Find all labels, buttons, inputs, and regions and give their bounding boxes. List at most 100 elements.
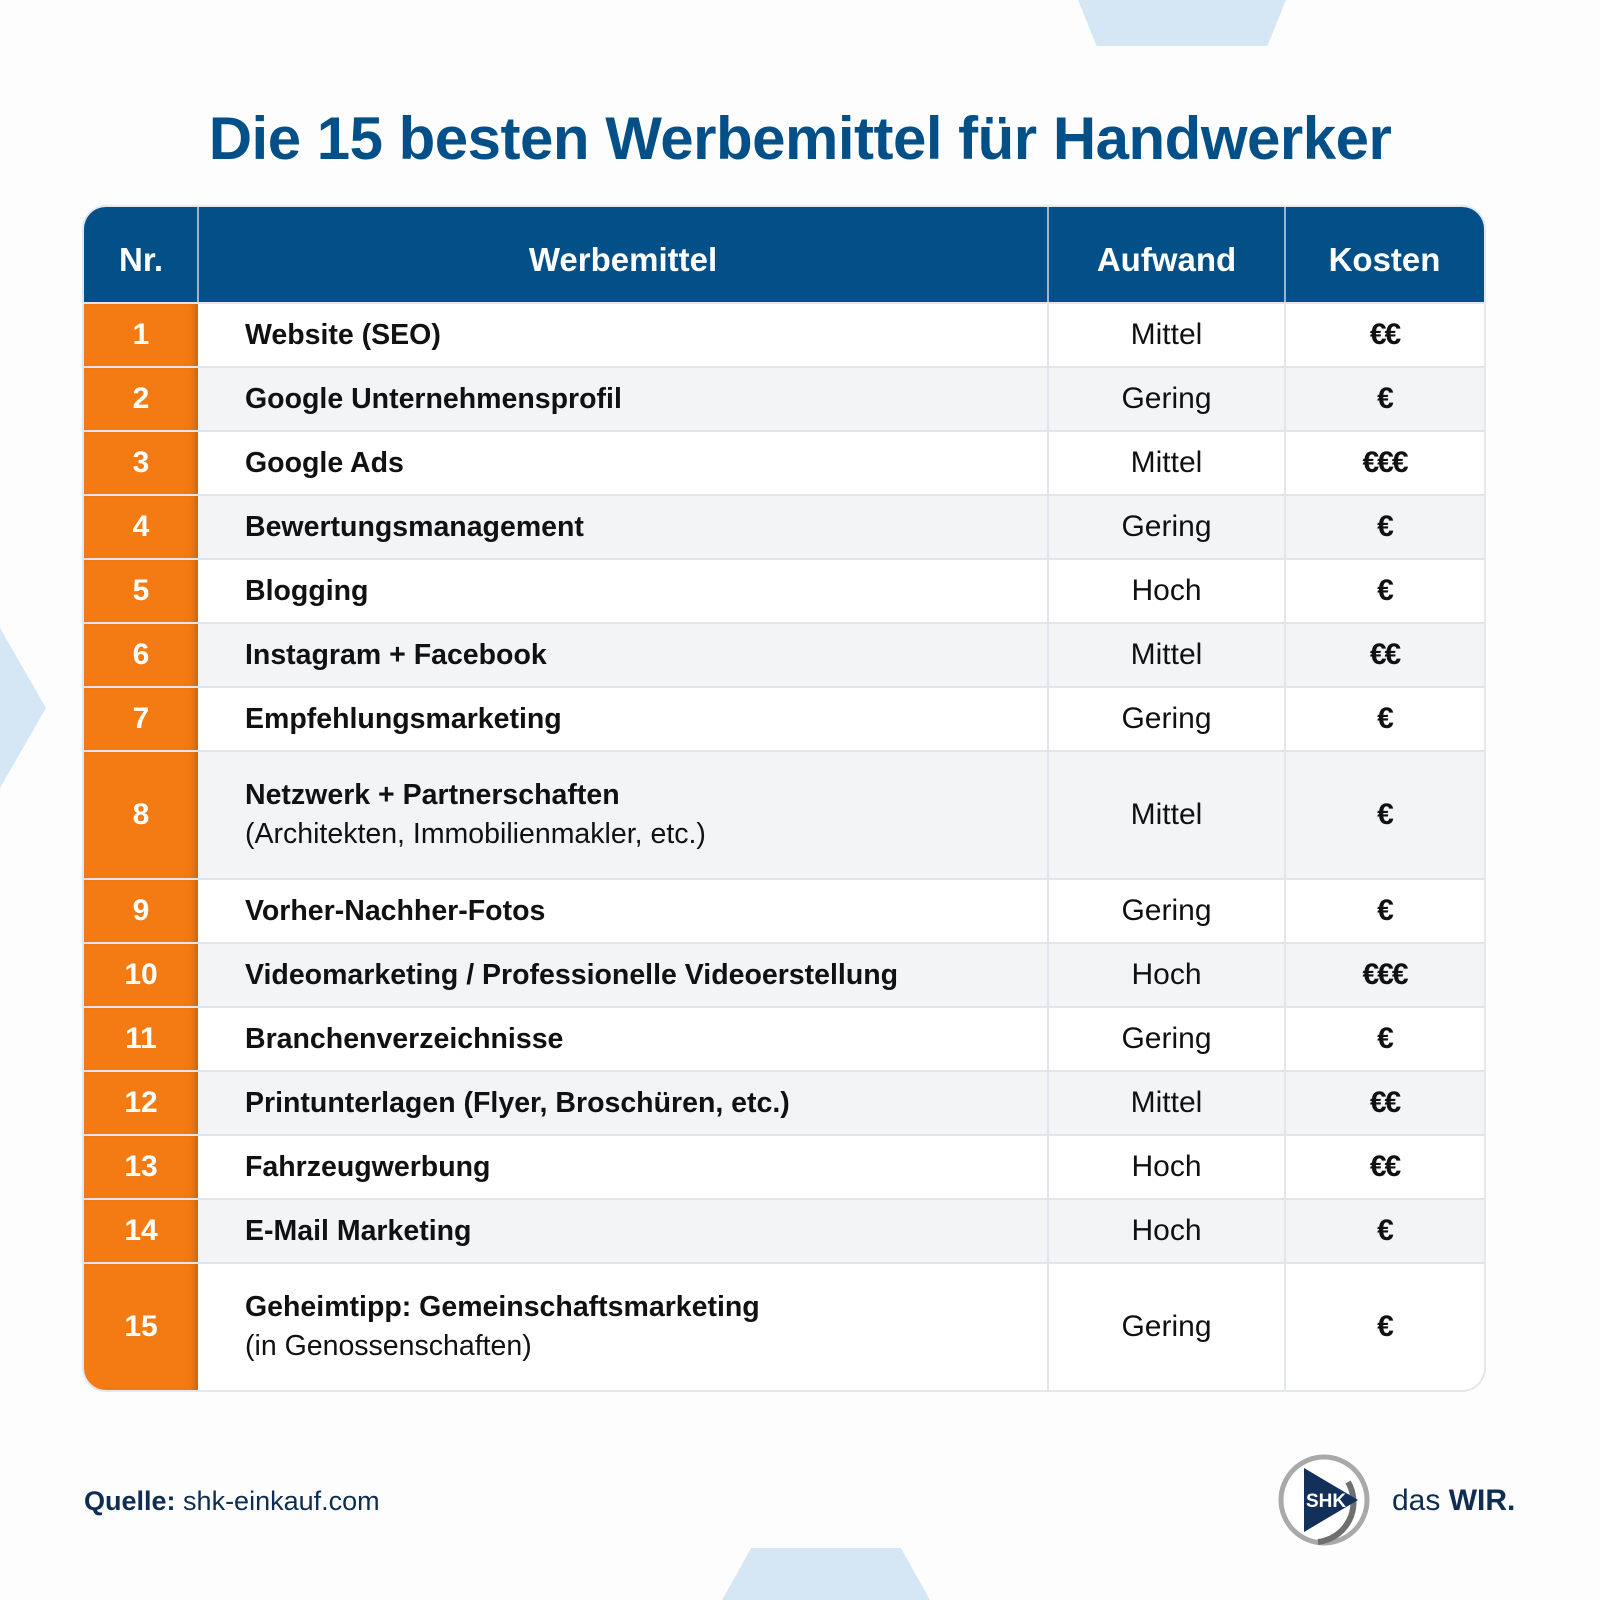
header-kosten: Kosten bbox=[1328, 241, 1441, 278]
kosten-cell: € bbox=[1377, 1214, 1394, 1247]
werbemittel-cell: Bewertungsmanagement bbox=[245, 496, 584, 558]
rank-number: 1 bbox=[84, 304, 198, 366]
table-row: 2 Google Unternehmensprofil Gering € bbox=[84, 366, 1484, 430]
aufwand-cell: Gering bbox=[1121, 1310, 1212, 1343]
rank-number: 7 bbox=[84, 688, 198, 750]
rank-number: 12 bbox=[84, 1072, 198, 1134]
table-row: 7 Empfehlungsmarketing Gering € bbox=[84, 686, 1484, 750]
kosten-cell: € bbox=[1377, 894, 1394, 927]
werbemittel-cell: Geheimtipp: Gemeinschaftsmarketing (in Ge… bbox=[245, 1264, 760, 1390]
kosten-cell: €€€ bbox=[1362, 958, 1408, 991]
column-divider bbox=[1284, 302, 1286, 1390]
werbemittel-detail: (in Genossenschaften) bbox=[245, 1330, 532, 1362]
werbemittel-cell: Empfehlungsmarketing bbox=[245, 688, 562, 750]
kosten-cell: € bbox=[1377, 510, 1394, 543]
werbemittel-name: Vorher-Nachher-Fotos bbox=[245, 894, 546, 927]
shk-logo-icon: SHK bbox=[1278, 1454, 1370, 1546]
werbemittel-name: Blogging bbox=[245, 574, 369, 607]
aufwand-cell: Hoch bbox=[1131, 958, 1202, 991]
logo-text-light: das bbox=[1392, 1484, 1441, 1517]
werbemittel-name: E-Mail Marketing bbox=[245, 1214, 472, 1247]
werbemittel-table: Nr. Werbemittel Aufwand Kosten 1 Website … bbox=[84, 207, 1484, 1390]
werbemittel-cell: Vorher-Nachher-Fotos bbox=[245, 880, 545, 942]
werbemittel-cell: Fahrzeugwerbung bbox=[245, 1136, 490, 1198]
werbemittel-name: Geheimtipp: Gemeinschaftsmarketing bbox=[245, 1291, 760, 1323]
table-row: 4 Bewertungsmanagement Gering € bbox=[84, 494, 1484, 558]
header-divider bbox=[1284, 207, 1286, 302]
header-divider bbox=[1047, 207, 1049, 302]
aufwand-cell: Mittel bbox=[1130, 638, 1203, 671]
rank-number: 9 bbox=[84, 880, 198, 942]
werbemittel-name: Instagram + Facebook bbox=[245, 638, 547, 671]
werbemittel-name: Printunterlagen (Flyer, Broschüren, etc.… bbox=[245, 1086, 790, 1119]
table-row: 3 Google Ads Mittel €€€ bbox=[84, 430, 1484, 494]
kosten-cell: € bbox=[1377, 1310, 1394, 1343]
aufwand-cell: Mittel bbox=[1130, 446, 1203, 479]
page-title: Die 15 besten Werbemittel für Handwerker bbox=[208, 105, 1392, 172]
table-row: 8 Netzwerk + Partnerschaften (Architekten,… bbox=[84, 750, 1484, 878]
werbemittel-name: Google Unternehmensprofil bbox=[245, 382, 622, 415]
rank-number: 5 bbox=[84, 560, 198, 622]
decorative-triangle-left bbox=[0, 628, 46, 788]
werbemittel-name: Website (SEO) bbox=[245, 318, 441, 351]
kosten-cell: € bbox=[1377, 382, 1394, 415]
rank-number: 2 bbox=[84, 368, 198, 430]
kosten-cell: € bbox=[1377, 574, 1394, 607]
aufwand-cell: Mittel bbox=[1130, 318, 1203, 351]
werbemittel-cell: Videomarketing / Professionelle Videoers… bbox=[245, 944, 898, 1006]
aufwand-cell: Gering bbox=[1121, 382, 1212, 415]
table-row: 15 Geheimtipp: Gemeinschaftsmarketing (in … bbox=[84, 1262, 1484, 1390]
werbemittel-name: Fahrzeugwerbung bbox=[245, 1150, 491, 1183]
aufwand-cell: Hoch bbox=[1131, 574, 1202, 607]
header-divider bbox=[197, 207, 199, 302]
aufwand-cell: Mittel bbox=[1130, 1086, 1203, 1119]
rank-number: 3 bbox=[84, 432, 198, 494]
werbemittel-name: Netzwerk + Partnerschaften bbox=[245, 779, 620, 811]
werbemittel-name: Branchenverzeichnisse bbox=[245, 1022, 564, 1055]
aufwand-cell: Gering bbox=[1121, 702, 1212, 735]
rank-number: 6 bbox=[84, 624, 198, 686]
logo-text-bold: WIR. bbox=[1448, 1484, 1516, 1517]
werbemittel-cell: Printunterlagen (Flyer, Broschüren, etc.… bbox=[245, 1072, 790, 1134]
kosten-cell: €€€ bbox=[1362, 446, 1408, 479]
table-row: 5 Blogging Hoch € bbox=[84, 558, 1484, 622]
column-divider bbox=[1047, 302, 1049, 1390]
kosten-cell: € bbox=[1377, 798, 1394, 831]
table-row: 13 Fahrzeugwerbung Hoch €€ bbox=[84, 1134, 1484, 1198]
werbemittel-cell: Netzwerk + Partnerschaften (Architekten, … bbox=[245, 752, 706, 878]
aufwand-cell: Hoch bbox=[1131, 1150, 1202, 1183]
werbemittel-name: Bewertungsmanagement bbox=[245, 510, 584, 543]
table-row: 6 Instagram + Facebook Mittel €€ bbox=[84, 622, 1484, 686]
aufwand-cell: Mittel bbox=[1130, 798, 1203, 831]
werbemittel-name: Google Ads bbox=[245, 446, 404, 479]
werbemittel-cell: Branchenverzeichnisse bbox=[245, 1008, 563, 1070]
table-row: 1 Website (SEO) Mittel €€ bbox=[84, 302, 1484, 366]
aufwand-cell: Gering bbox=[1121, 1022, 1212, 1055]
source-link[interactable]: shk-einkauf.com bbox=[183, 1486, 380, 1516]
source-note: Quelle: shk-einkauf.com bbox=[84, 1486, 380, 1517]
table-row: 9 Vorher-Nachher-Fotos Gering € bbox=[84, 878, 1484, 942]
werbemittel-cell: Instagram + Facebook bbox=[245, 624, 547, 686]
header-werbemittel: Werbemittel bbox=[528, 241, 718, 278]
table-row: 10 Videomarketing / Professionelle Videoe… bbox=[84, 942, 1484, 1006]
source-label: Quelle: bbox=[84, 1486, 176, 1516]
rank-number: 14 bbox=[84, 1200, 198, 1262]
table-row: 14 E-Mail Marketing Hoch € bbox=[84, 1198, 1484, 1262]
logo-mark-text: SHK bbox=[1306, 1491, 1346, 1512]
table-row: 11 Branchenverzeichnisse Gering € bbox=[84, 1006, 1484, 1070]
werbemittel-cell: Google Ads bbox=[245, 432, 404, 494]
table-header: Nr. Werbemittel Aufwand Kosten bbox=[84, 207, 1484, 302]
werbemittel-cell: Google Unternehmensprofil bbox=[245, 368, 622, 430]
aufwand-cell: Gering bbox=[1121, 510, 1212, 543]
kosten-cell: €€ bbox=[1369, 1086, 1401, 1119]
rank-number: 10 bbox=[84, 944, 198, 1006]
werbemittel-name: Videomarketing / Professionelle Videoers… bbox=[245, 958, 899, 991]
werbemittel-name: Empfehlungsmarketing bbox=[245, 702, 562, 735]
rank-number: 4 bbox=[84, 496, 198, 558]
werbemittel-cell: Website (SEO) bbox=[245, 304, 441, 366]
aufwand-cell: Gering bbox=[1121, 894, 1212, 927]
rank-number: 15 bbox=[84, 1264, 198, 1390]
aufwand-cell: Hoch bbox=[1131, 1214, 1202, 1247]
rank-number: 11 bbox=[84, 1008, 198, 1070]
header-nr: Nr. bbox=[118, 241, 164, 278]
